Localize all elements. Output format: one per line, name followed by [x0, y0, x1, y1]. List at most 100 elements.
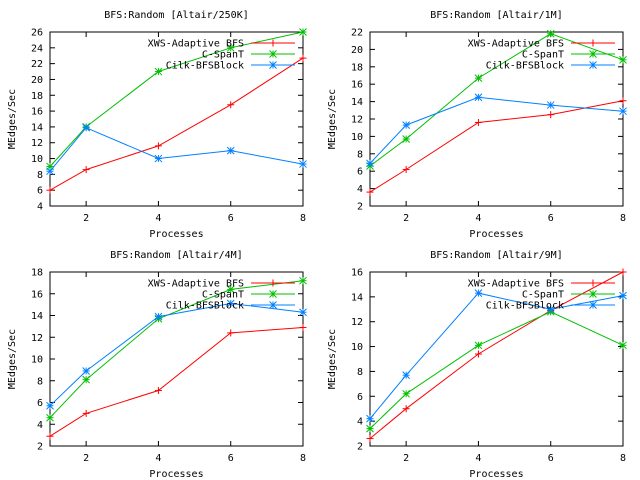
- y-tick-label: 12: [31, 333, 43, 344]
- plot-frame: [49, 271, 304, 447]
- y-tick-label: 6: [357, 392, 363, 403]
- x-tick-label: 8: [300, 213, 306, 224]
- legend-marker: [269, 279, 277, 287]
- data-point: [366, 159, 374, 168]
- chart-panel-1: BFS:Random [Altair/250K] Processes MEdges/…: [7, 10, 307, 240]
- data-point: [402, 405, 410, 413]
- y-tick-label: 2: [357, 442, 363, 453]
- data-point: [366, 435, 374, 443]
- legend-marker: [269, 39, 277, 47]
- x-axis-label: Processes: [469, 469, 523, 480]
- data-point: [474, 93, 483, 102]
- data-point: [299, 323, 307, 331]
- data-point: [154, 142, 162, 150]
- data-point: [46, 401, 54, 410]
- y-tick-label: 4: [37, 420, 43, 431]
- series-xws-adaptive-bfs: [46, 54, 307, 194]
- legend-label: XWS-Adaptive BFS: [148, 39, 244, 50]
- x-tick-label: 8: [620, 213, 626, 224]
- data-point: [227, 329, 235, 337]
- y-tick-label: 4: [37, 202, 43, 213]
- series-c-spant: [46, 276, 307, 422]
- legend-marker: [589, 301, 597, 309]
- data-point: [46, 413, 54, 422]
- series-line: [49, 31, 304, 167]
- data-point: [154, 387, 162, 395]
- x-tick-label: 4: [475, 453, 481, 464]
- series-cilk-bfsblock: [46, 123, 307, 176]
- y-tick-label: 24: [31, 43, 43, 54]
- chart-title: BFS:Random [Altair/1M]: [430, 10, 562, 21]
- data-point: [474, 341, 483, 350]
- series-line: [49, 57, 304, 191]
- x-tick-label: 4: [155, 453, 161, 464]
- legend-label: C-SpanT: [202, 50, 244, 61]
- y-tick-label: 16: [31, 107, 43, 118]
- series-line: [49, 302, 304, 407]
- legend-marker: [589, 290, 597, 298]
- y-tick-label: 4: [357, 184, 363, 195]
- x-tick-label: 6: [548, 453, 554, 464]
- x-axis-label: Processes: [469, 229, 523, 240]
- data-point: [154, 312, 163, 321]
- data-point: [619, 268, 627, 276]
- y-tick-label: 18: [351, 62, 363, 73]
- data-point: [82, 367, 90, 375]
- legend-marker: [589, 61, 597, 69]
- legend-label: XWS-Adaptive BFS: [148, 279, 244, 290]
- chart-panel-4: BFS:Random [Altair/9M] Processes MEdges/Se…: [327, 250, 627, 480]
- y-tick-label: 12: [31, 138, 43, 149]
- data-point: [154, 154, 163, 163]
- data-point: [82, 409, 90, 417]
- legend-label: XWS-Adaptive BFS: [468, 39, 564, 50]
- series-c-spant: [366, 29, 627, 170]
- x-tick-label: 2: [403, 213, 409, 224]
- data-point: [619, 291, 627, 300]
- y-tick-label: 14: [31, 122, 43, 133]
- plot-frame: [369, 31, 624, 207]
- x-axis-label: Processes: [149, 469, 203, 480]
- series-cilk-bfsblock: [46, 299, 307, 410]
- chart-panel-2: BFS:Random [Altair/1M] Processes MEdges/Se…: [327, 10, 627, 240]
- data-point: [619, 107, 627, 116]
- data-point: [619, 97, 627, 105]
- data-point: [546, 29, 555, 38]
- data-point: [226, 299, 235, 308]
- data-point: [226, 43, 235, 52]
- series-line: [49, 127, 304, 172]
- data-point: [299, 160, 307, 168]
- data-point: [226, 285, 235, 294]
- y-tick-label: 10: [351, 342, 363, 353]
- series-cilk-bfsblock: [366, 93, 627, 168]
- data-point: [46, 186, 54, 194]
- y-tick-label: 2: [357, 202, 363, 213]
- x-axis-label: Processes: [149, 229, 203, 240]
- data-point: [299, 276, 307, 285]
- data-point: [402, 135, 410, 143]
- x-tick-label: 4: [475, 213, 481, 224]
- x-tick-label: 2: [83, 213, 89, 224]
- legend-marker: [589, 39, 597, 47]
- y-tick-label: 6: [357, 167, 363, 178]
- series-c-spant: [366, 307, 627, 433]
- y-tick-label: 8: [357, 367, 363, 378]
- data-point: [474, 118, 482, 126]
- chart-title: BFS:Random [Altair/4M]: [110, 250, 242, 261]
- y-axis-label: MEdges/Sec: [327, 89, 338, 149]
- series-line: [369, 292, 624, 420]
- data-point: [366, 188, 374, 196]
- y-tick-label: 14: [351, 97, 363, 108]
- y-tick-label: 18: [31, 268, 43, 279]
- y-tick-label: 6: [37, 186, 43, 197]
- chart-title: BFS:Random [Altair/9M]: [430, 250, 562, 261]
- y-tick-label: 16: [351, 80, 363, 91]
- data-point: [299, 54, 307, 62]
- data-point: [546, 101, 555, 109]
- y-tick-label: 16: [351, 268, 363, 279]
- x-tick-label: 2: [403, 453, 409, 464]
- series-line: [369, 100, 624, 193]
- data-point: [619, 341, 627, 350]
